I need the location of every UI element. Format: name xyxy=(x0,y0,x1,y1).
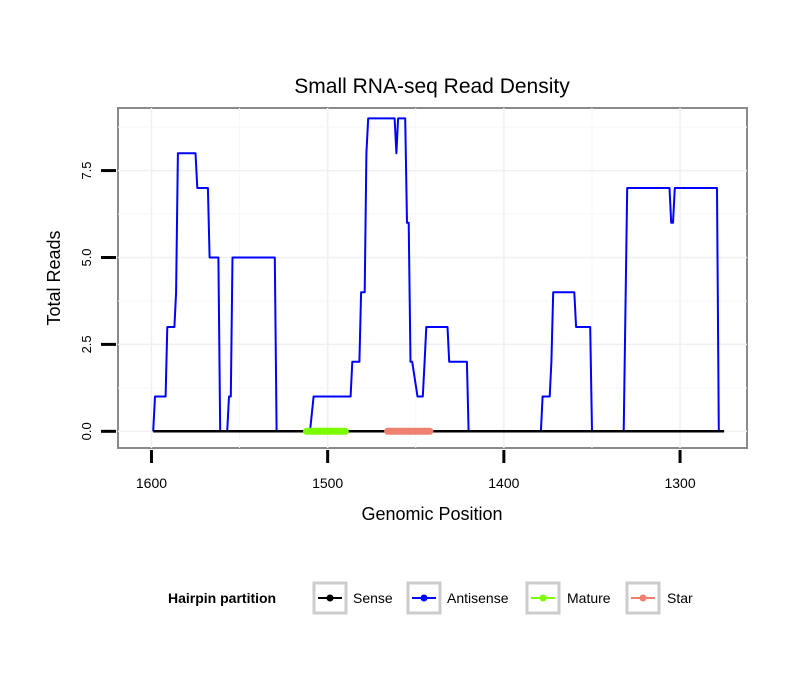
legend-entry-sense: Sense xyxy=(312,581,393,615)
legend-label: Star xyxy=(667,590,693,606)
x-tick-label: 1400 xyxy=(488,475,519,491)
legend-entry-mature: Mature xyxy=(525,581,611,615)
legend-label: Mature xyxy=(567,590,611,606)
legend-key-point xyxy=(539,594,547,602)
legend-key-point xyxy=(639,594,647,602)
y-tick-label: 0.0 xyxy=(79,422,94,440)
legend-label: Antisense xyxy=(447,590,509,606)
grid xyxy=(118,108,747,448)
x-tick-label: 1300 xyxy=(664,475,695,491)
legend: Hairpin partition Sense Antisense Mature St… xyxy=(168,581,693,615)
y-tick-label: 5.0 xyxy=(79,248,94,266)
y-axis-label: Total Reads xyxy=(44,230,64,325)
x-tick-label: 1500 xyxy=(312,475,343,491)
legend-label: Sense xyxy=(353,590,393,606)
chart-title: Small RNA-seq Read Density xyxy=(294,75,570,98)
legend-key-point xyxy=(326,594,334,602)
y-tick-label: 7.5 xyxy=(79,162,94,180)
plot-panel xyxy=(117,107,748,449)
legend-entry-star: Star xyxy=(625,581,693,615)
legend-title: Hairpin partition xyxy=(168,590,276,606)
legend-key-point xyxy=(420,594,428,602)
y-axis: 0.0 2.5 5.0 7.5 xyxy=(79,162,116,440)
series-antisense-line xyxy=(152,117,720,433)
x-axis-label: Genomic Position xyxy=(361,504,502,524)
series-layer xyxy=(152,117,725,435)
x-tick-label: 1600 xyxy=(136,475,167,491)
x-axis: 1600 1500 1400 1300 xyxy=(136,450,696,491)
y-tick-label: 2.5 xyxy=(79,335,94,353)
legend-entry-antisense: Antisense xyxy=(406,581,509,615)
